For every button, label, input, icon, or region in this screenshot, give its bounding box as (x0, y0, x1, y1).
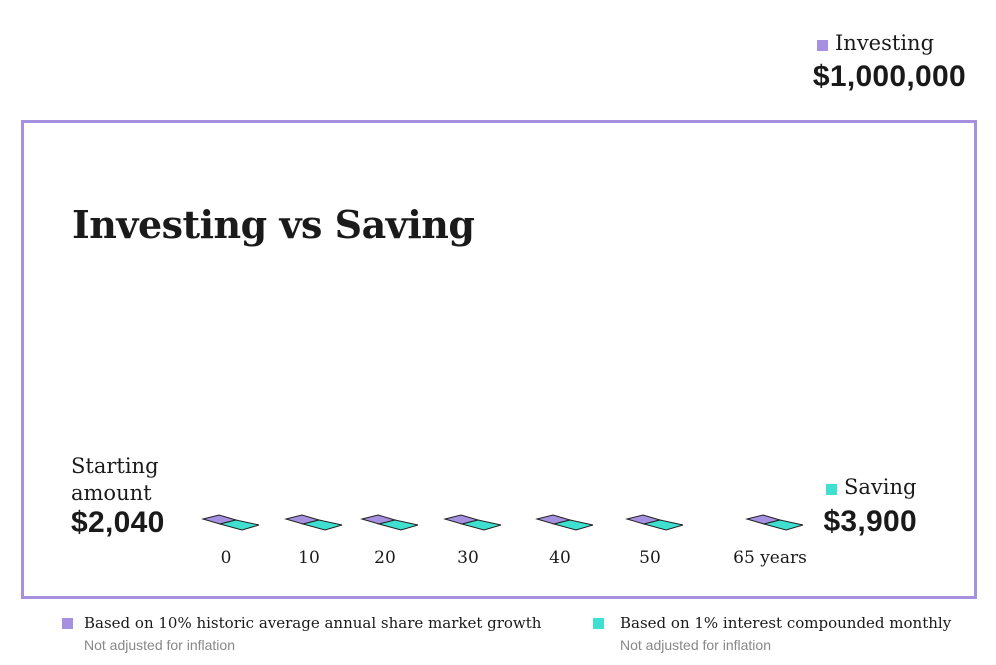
starting-label: Starting amount (71, 454, 159, 505)
saving-amount: $3,900 (823, 505, 917, 538)
timeline-label: 20 (374, 548, 396, 568)
footnote: Based on 1% interest compounded monthly (620, 614, 952, 632)
footnote: Based on 10% historic average annual sha… (84, 614, 542, 632)
starting-amount: $2,040 (71, 506, 165, 539)
timeline-marker (460, 519, 502, 531)
investing-amount: $1,000,000 (812, 60, 966, 93)
footnote-swatch (593, 618, 604, 629)
saving-label: Saving (844, 475, 917, 499)
saving-swatch (826, 484, 837, 495)
timeline-label: 0 (220, 548, 232, 568)
chart-frame (21, 120, 977, 599)
timeline-label: 30 (457, 548, 479, 568)
footnote-note: Not adjusted for inflation (84, 637, 235, 653)
title: Investing vs Saving (72, 202, 475, 247)
investing-label: Investing (835, 31, 935, 55)
investing-swatch (817, 40, 828, 51)
timeline-label: 10 (298, 548, 320, 568)
footnote-swatch (62, 618, 73, 629)
footnote-note: Not adjusted for inflation (620, 637, 771, 653)
timeline-marker (377, 519, 419, 531)
timeline-label: 40 (549, 548, 571, 568)
timeline-marker (642, 519, 684, 531)
timeline-marker (552, 519, 594, 531)
timeline-marker (762, 519, 804, 531)
timeline-label: 50 (639, 548, 661, 568)
timeline-marker (218, 519, 260, 531)
timeline-marker (301, 519, 343, 531)
timeline-label: 65 years (733, 548, 807, 568)
